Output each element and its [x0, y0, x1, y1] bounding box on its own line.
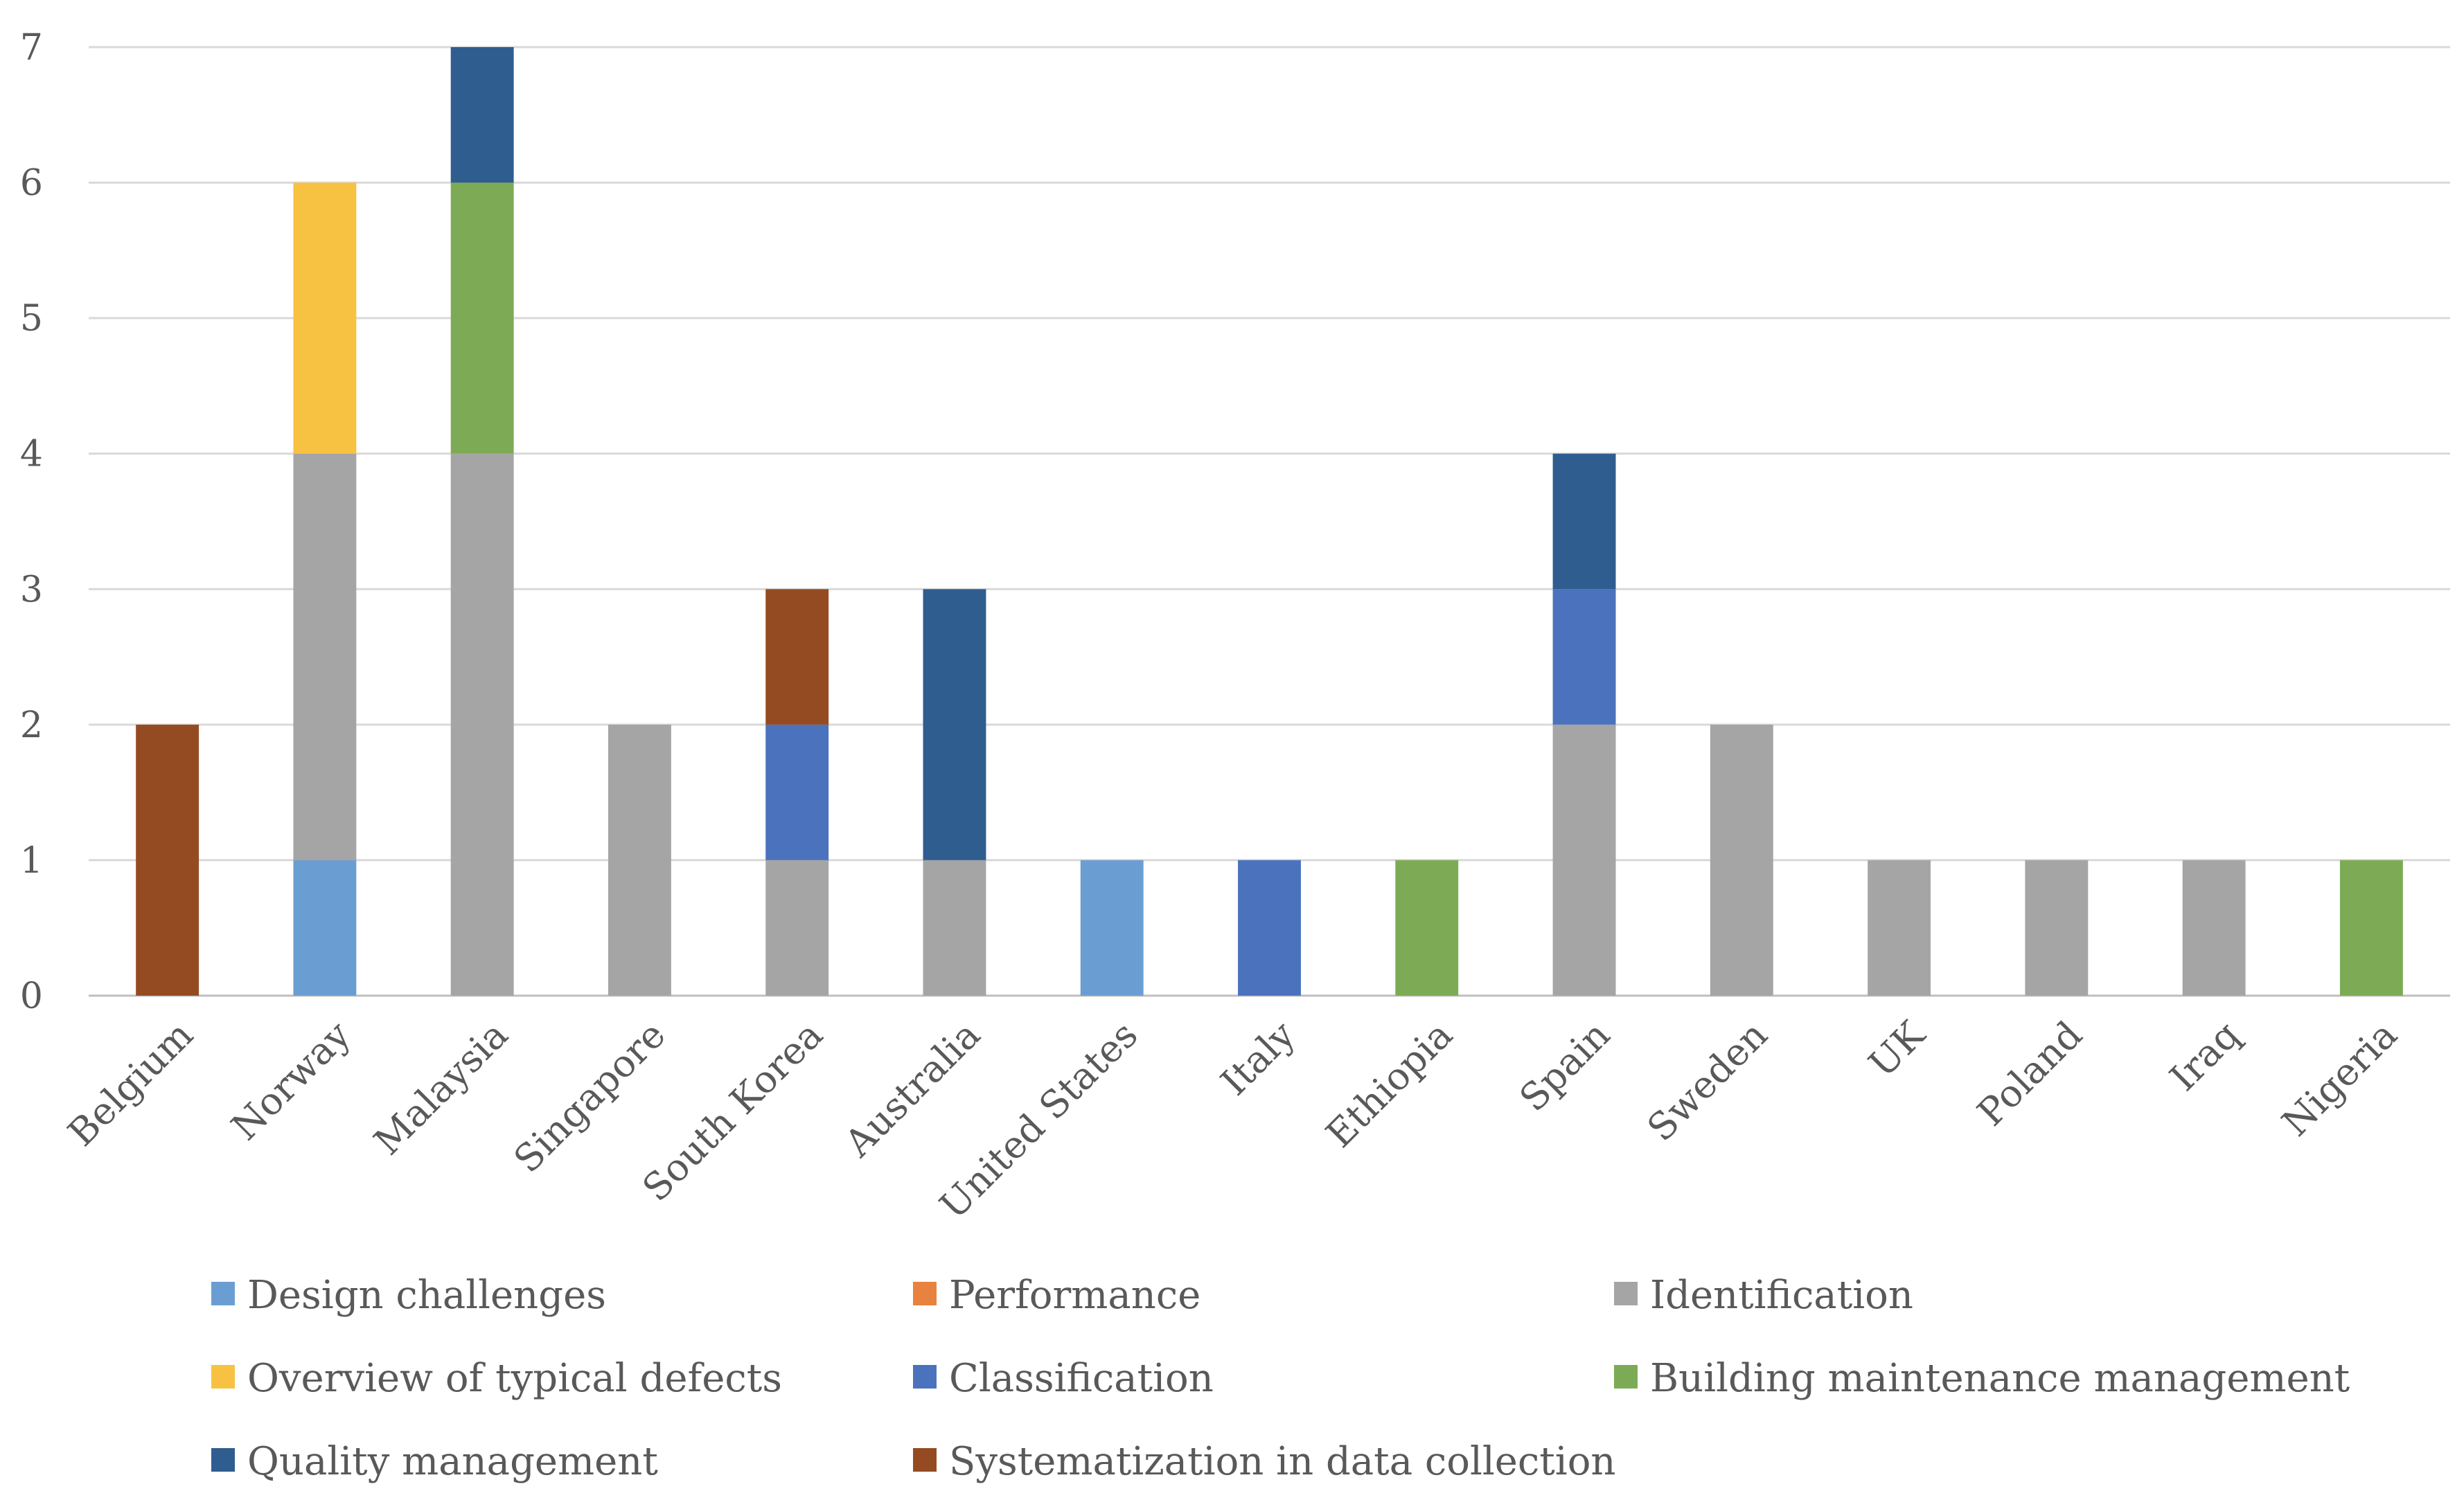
y-axis-ticks: 0 1 2 3 4 5 6 7: [20, 27, 43, 1017]
legend-item-overview-of-typical-defects: Overview of typical defects: [211, 1356, 782, 1401]
legend-swatch-systematization-in-data-collection: [913, 1448, 937, 1472]
x-tick-label-iraq: Iraq: [2161, 1013, 2248, 1100]
bar-australia-quality-management: [923, 589, 986, 861]
bar-singapore-identification: [608, 724, 671, 996]
bar-spain-classification: [1552, 589, 1616, 725]
x-tick-label-poland: Poland: [1969, 1013, 2091, 1135]
bar-iraq-identification: [2182, 860, 2246, 996]
bar-uk-identification: [1868, 860, 1931, 996]
y-tick-label-5: 5: [20, 298, 43, 340]
y-tick-label-1: 1: [20, 840, 43, 881]
bar-spain-identification: [1552, 724, 1616, 996]
legend-item-building-maintenance-management: Building maintenance management: [1614, 1356, 2350, 1401]
bar-nigeria-building-maintenance-management: [2339, 860, 2403, 996]
legend-label-classification: Classification: [949, 1356, 1214, 1401]
legend-label-overview-of-typical-defects: Overview of typical defects: [247, 1356, 782, 1401]
bar-malaysia-identification: [450, 453, 514, 996]
legend-item-performance: Performance: [913, 1273, 1200, 1318]
bar-norway-design-challenges: [293, 860, 357, 996]
y-tick-label-4: 4: [20, 434, 43, 475]
legend-label-systematization-in-data-collection: Systematization in data collection: [949, 1439, 1615, 1484]
x-tick-label-belgium: Belgium: [60, 1013, 202, 1155]
bar-south-korea-identification: [765, 860, 829, 996]
legend-item-quality-management: Quality management: [211, 1439, 658, 1484]
x-tick-label-singapore: Singapore: [506, 1013, 674, 1181]
x-tick-label-ethiopia: Ethiopia: [1318, 1013, 1461, 1156]
bar-south-korea-systematization-in-data-collection: [765, 589, 829, 725]
gridlines: [89, 46, 2450, 997]
x-tick-label-sweden: Sweden: [1639, 1013, 1776, 1150]
legend-item-identification: Identification: [1614, 1273, 1913, 1318]
legend-swatch-building-maintenance-management: [1614, 1365, 1638, 1389]
bar-south-korea-classification: [765, 724, 829, 861]
x-tick-label-malaysia: Malaysia: [366, 1013, 517, 1164]
bar-norway-overview-of-typical-defects: [293, 182, 357, 454]
legend-swatch-classification: [913, 1365, 937, 1389]
legend-swatch-performance: [913, 1282, 937, 1305]
legend-label-identification: Identification: [1650, 1273, 1913, 1318]
x-tick-label-nigeria: Nigeria: [2274, 1013, 2405, 1145]
y-tick-label-0: 0: [20, 976, 43, 1017]
x-tick-label-spain: Spain: [1512, 1013, 1619, 1120]
bar-belgium-systematization-in-data-collection: [136, 724, 200, 996]
legend-item-systematization-in-data-collection: Systematization in data collection: [913, 1439, 1615, 1484]
bar-malaysia-quality-management: [450, 47, 514, 183]
legend-swatch-design-challenges: [211, 1282, 235, 1305]
x-tick-label-uk: UK: [1860, 1012, 1933, 1085]
legend-label-design-challenges: Design challenges: [247, 1273, 606, 1318]
legend-label-building-maintenance-management: Building maintenance management: [1650, 1356, 2350, 1401]
legend-label-performance: Performance: [949, 1273, 1200, 1318]
legend-swatch-overview-of-typical-defects: [211, 1365, 235, 1389]
bar-spain-quality-management: [1552, 453, 1616, 590]
y-tick-label-2: 2: [20, 705, 43, 746]
bar-united-states-design-challenges: [1080, 860, 1144, 996]
legend-item-classification: Classification: [913, 1356, 1214, 1401]
y-tick-label-7: 7: [20, 27, 43, 69]
legend-swatch-quality-management: [211, 1448, 235, 1472]
y-tick-label-6: 6: [20, 163, 43, 204]
x-tick-label-italy: Italy: [1212, 1012, 1304, 1104]
bar-italy-classification: [1238, 860, 1301, 996]
legend-item-design-challenges: Design challenges: [211, 1273, 606, 1318]
bar-australia-identification: [923, 860, 986, 996]
x-tick-label-australia: Australia: [836, 1013, 989, 1166]
x-tick-label-norway: Norway: [223, 1012, 360, 1149]
bar-ethiopia-building-maintenance-management: [1395, 860, 1459, 996]
bar-poland-identification: [2025, 860, 2089, 996]
bar-sweden-identification: [1710, 724, 1773, 996]
bars: [136, 47, 2403, 996]
legend: Design challenges Performance Identificati…: [211, 1273, 2350, 1484]
bar-malaysia-building-maintenance-management: [450, 182, 514, 454]
y-tick-label-3: 3: [20, 569, 43, 610]
legend-swatch-identification: [1614, 1282, 1638, 1305]
legend-label-quality-management: Quality management: [247, 1439, 658, 1484]
bar-norway-identification: [293, 453, 357, 861]
